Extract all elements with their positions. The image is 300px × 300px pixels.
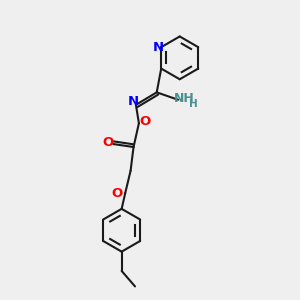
- Text: N: N: [128, 95, 139, 108]
- Text: O: O: [140, 115, 151, 128]
- Text: H: H: [189, 99, 197, 109]
- Text: O: O: [111, 187, 122, 200]
- Text: N: N: [153, 41, 164, 54]
- Text: O: O: [102, 136, 114, 149]
- Text: NH: NH: [174, 92, 194, 105]
